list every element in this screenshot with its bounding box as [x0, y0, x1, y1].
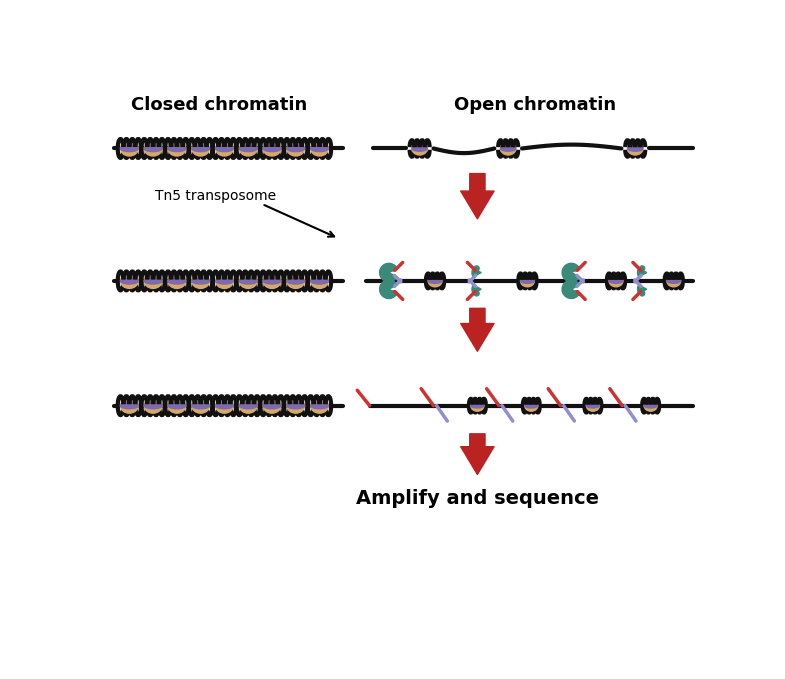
Wedge shape [562, 280, 579, 299]
Ellipse shape [412, 142, 427, 155]
Ellipse shape [192, 274, 210, 289]
Ellipse shape [120, 398, 138, 414]
Ellipse shape [428, 278, 442, 283]
Ellipse shape [216, 141, 233, 156]
Ellipse shape [428, 275, 442, 287]
Ellipse shape [287, 278, 305, 284]
Ellipse shape [239, 145, 257, 151]
Ellipse shape [640, 266, 644, 271]
Ellipse shape [287, 141, 305, 156]
Wedge shape [380, 280, 397, 299]
Ellipse shape [287, 274, 305, 289]
Ellipse shape [501, 146, 516, 151]
Ellipse shape [311, 398, 328, 414]
Ellipse shape [263, 274, 281, 289]
Ellipse shape [120, 274, 138, 289]
Ellipse shape [239, 141, 257, 156]
Ellipse shape [311, 141, 328, 156]
Ellipse shape [168, 278, 186, 284]
Ellipse shape [287, 145, 305, 151]
Ellipse shape [586, 403, 600, 408]
Ellipse shape [520, 275, 535, 287]
Ellipse shape [609, 278, 623, 283]
Ellipse shape [120, 403, 138, 409]
Text: Open chromatin: Open chromatin [454, 96, 616, 114]
Ellipse shape [311, 145, 328, 151]
Ellipse shape [168, 141, 186, 156]
Ellipse shape [391, 266, 396, 271]
Wedge shape [472, 285, 481, 293]
Ellipse shape [474, 291, 479, 296]
Ellipse shape [287, 398, 305, 414]
Ellipse shape [287, 403, 305, 409]
Ellipse shape [192, 141, 210, 156]
Ellipse shape [120, 278, 138, 284]
Ellipse shape [216, 398, 233, 414]
FancyArrowPatch shape [461, 434, 494, 475]
Ellipse shape [192, 398, 210, 414]
Ellipse shape [524, 400, 538, 411]
Wedge shape [637, 268, 647, 277]
Ellipse shape [144, 145, 162, 151]
Ellipse shape [168, 145, 186, 151]
Ellipse shape [666, 278, 681, 283]
Ellipse shape [216, 274, 233, 289]
Ellipse shape [644, 403, 657, 408]
Ellipse shape [239, 403, 257, 409]
Ellipse shape [501, 142, 516, 155]
Ellipse shape [666, 275, 681, 287]
Ellipse shape [311, 274, 328, 289]
Ellipse shape [644, 400, 657, 411]
Ellipse shape [573, 291, 579, 296]
Ellipse shape [144, 403, 162, 409]
Ellipse shape [168, 274, 186, 289]
Wedge shape [472, 268, 481, 277]
Ellipse shape [474, 266, 479, 271]
Ellipse shape [391, 291, 396, 296]
Ellipse shape [168, 403, 186, 409]
Ellipse shape [471, 400, 484, 411]
Text: Tn5 transposome: Tn5 transposome [155, 189, 276, 203]
Wedge shape [380, 263, 397, 282]
Ellipse shape [471, 403, 484, 408]
Ellipse shape [311, 403, 328, 409]
Ellipse shape [573, 266, 579, 271]
Ellipse shape [263, 145, 281, 151]
Ellipse shape [168, 398, 186, 414]
Ellipse shape [640, 291, 644, 296]
Ellipse shape [144, 278, 162, 284]
Ellipse shape [192, 145, 210, 151]
Ellipse shape [263, 278, 281, 284]
Ellipse shape [120, 141, 138, 156]
Ellipse shape [412, 146, 427, 151]
Wedge shape [637, 285, 647, 293]
Ellipse shape [239, 278, 257, 284]
Ellipse shape [263, 403, 281, 409]
Text: Amplify and sequence: Amplify and sequence [356, 489, 599, 507]
Ellipse shape [144, 398, 162, 414]
Ellipse shape [311, 278, 328, 284]
Text: Closed chromatin: Closed chromatin [131, 96, 308, 114]
Ellipse shape [216, 278, 233, 284]
FancyArrowPatch shape [461, 174, 494, 219]
Wedge shape [562, 263, 579, 282]
Ellipse shape [120, 145, 138, 151]
Ellipse shape [627, 146, 643, 151]
Ellipse shape [239, 398, 257, 414]
Ellipse shape [144, 141, 162, 156]
Ellipse shape [216, 145, 233, 151]
FancyArrowPatch shape [461, 308, 494, 351]
Ellipse shape [627, 142, 643, 155]
Ellipse shape [192, 278, 210, 284]
Ellipse shape [263, 141, 281, 156]
Ellipse shape [263, 398, 281, 414]
Ellipse shape [586, 400, 600, 411]
Ellipse shape [216, 403, 233, 409]
Ellipse shape [524, 403, 538, 408]
Ellipse shape [609, 275, 623, 287]
Ellipse shape [520, 278, 535, 283]
Ellipse shape [144, 274, 162, 289]
Ellipse shape [239, 274, 257, 289]
Ellipse shape [192, 403, 210, 409]
